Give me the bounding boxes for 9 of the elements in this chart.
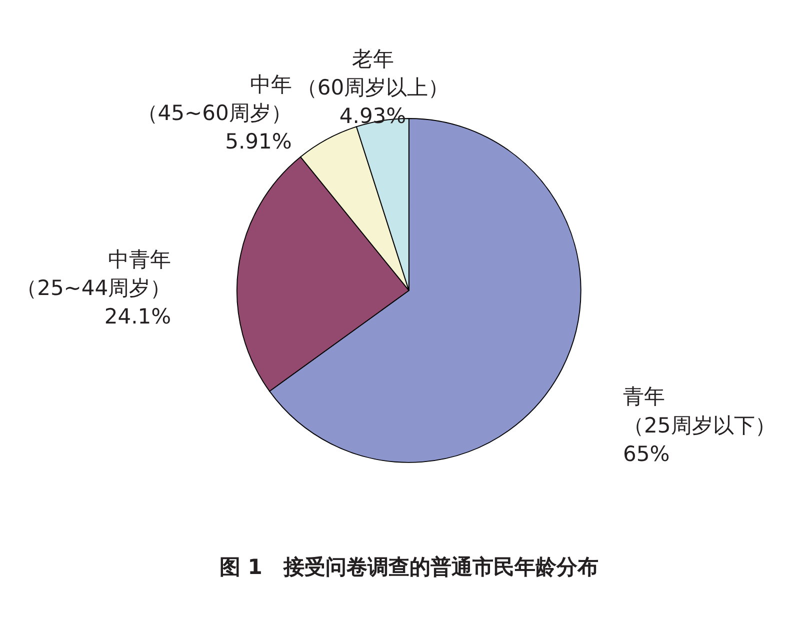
slice-label: 中年（45~60周岁） [136,71,292,125]
data-label: 65% [623,440,670,466]
data-label: 24.1% [104,304,172,329]
data-label: 4.93% [339,103,406,128]
slice-label: 老年（60周岁以上） [296,46,450,100]
data-label: 5.91% [225,128,292,154]
slice-label: 青年（25周岁以下） [623,384,776,438]
text: 图 1 接受问卷调查的普通市民年龄分布 [219,554,598,580]
slice-label: 中青年（25~44周岁） [16,246,172,300]
